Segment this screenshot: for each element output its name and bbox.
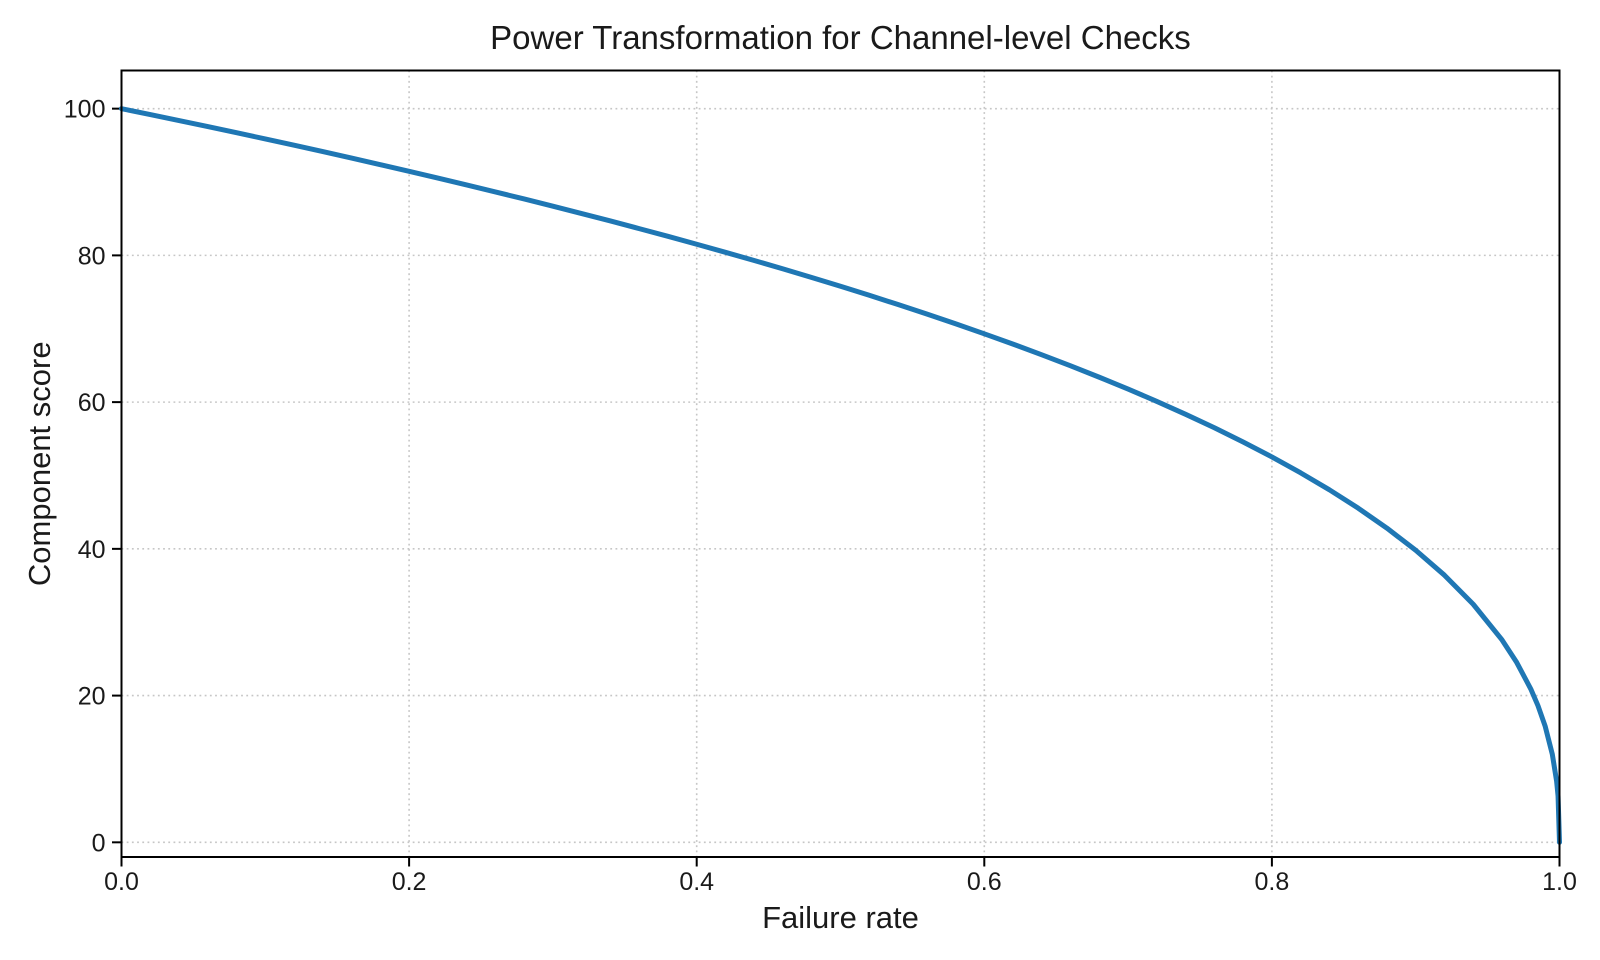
x-tick-label: 0.6 bbox=[967, 868, 1002, 896]
x-axis-label: Failure rate bbox=[762, 900, 919, 935]
y-tick-label: 80 bbox=[78, 242, 106, 270]
gridlines bbox=[120, 70, 1561, 857]
x-tick-label: 0.4 bbox=[679, 868, 714, 896]
power-curve-line bbox=[119, 106, 1562, 845]
x-tick-label: 0.0 bbox=[104, 868, 139, 896]
data-series bbox=[119, 106, 1562, 845]
y-axis-label: Component score bbox=[22, 341, 57, 586]
y-tick-label: 100 bbox=[64, 96, 106, 124]
x-tick-label: 1.0 bbox=[1542, 868, 1577, 896]
y-tick-label: 20 bbox=[78, 683, 106, 711]
x-tick-label: 0.2 bbox=[392, 868, 427, 896]
chart-title: Power Transformation for Channel-level C… bbox=[490, 19, 1191, 56]
plot-border bbox=[120, 69, 1561, 858]
x-tick-label: 0.8 bbox=[1255, 868, 1290, 896]
axis-ticks: 0.0 0.2 0.4 0.6 0.8 1.0 0 20 40 60 80 100 bbox=[64, 96, 1577, 896]
y-tick-label: 60 bbox=[78, 389, 106, 417]
y-tick-label: 0 bbox=[92, 829, 106, 857]
y-tick-label: 40 bbox=[78, 536, 106, 564]
